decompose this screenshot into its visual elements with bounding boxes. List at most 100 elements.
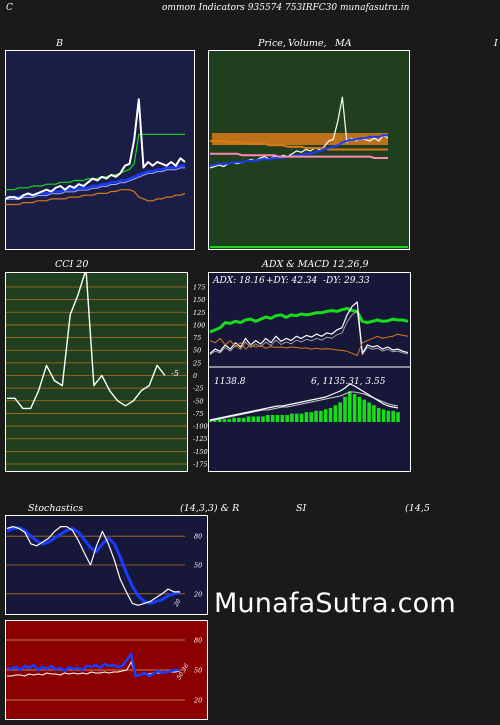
cci-tick-label: 0 <box>193 372 197 380</box>
rsi-tick-label: 80 <box>194 637 202 645</box>
stoch-tick-label: 50 <box>194 562 202 570</box>
stoch-k-line <box>6 526 180 606</box>
macd-histogram-bar <box>256 416 261 422</box>
watermark: MunafaSutra.com <box>214 588 456 619</box>
macd-histogram-bar <box>217 419 222 422</box>
price-title: Price, <box>258 38 286 49</box>
cci-tick-label: 150 <box>193 296 205 304</box>
cci-tick-label: 75 <box>193 334 201 342</box>
price-volume-chart <box>208 50 410 250</box>
adx-macd-title: ADX & MACD 12,26,9 <box>262 259 369 270</box>
cci-tick-label: -50 <box>193 397 203 405</box>
stoch-d-line <box>6 526 181 605</box>
cci-tick-label: -100 <box>193 423 208 431</box>
macd-histogram-bar <box>362 399 367 422</box>
stoch-params: (14,3,3) & R <box>180 503 240 514</box>
stoch-title: Stochastics <box>28 503 84 514</box>
macd-left-label: 1138.8 <box>214 377 246 387</box>
bollinger-chart <box>5 50 195 250</box>
macd-histogram-bar <box>237 417 241 422</box>
macd-histogram-bar <box>328 408 333 422</box>
minus-di-label: -DY: 29.33 <box>323 276 370 286</box>
macd-histogram-bar <box>304 412 309 422</box>
macd-histogram-bar <box>319 410 323 422</box>
macd-histogram-bar <box>391 410 395 422</box>
adx-macd-chart: ADX: 18.16 +DY: 42.34 -DY: 29.33 175 150 1… <box>208 272 411 472</box>
macd-right-label: 6, 1135.31, 3.55 <box>311 377 386 387</box>
stoch-last-value: 20 <box>172 598 182 609</box>
macd-histogram-bar <box>386 410 391 422</box>
macd-histogram-bar <box>232 417 236 422</box>
adx-tick-label: 175 <box>208 285 210 292</box>
adx-plus-di-line <box>209 301 409 355</box>
adx-adx-line <box>209 306 409 334</box>
cci-tick-label: -25 <box>193 385 203 393</box>
adx-tick-label: 100 <box>208 317 210 324</box>
macd-histogram-bar <box>347 391 352 422</box>
cci-tick-label: 100 <box>193 321 205 329</box>
ma-title: MA <box>335 38 352 49</box>
cci-tick-label: 175 <box>193 284 205 292</box>
macd-line <box>209 383 399 421</box>
rsi-tick-label: 50 <box>194 667 202 675</box>
price-ma-pink-line <box>210 152 388 159</box>
macd-histogram-bar <box>357 396 362 422</box>
macd-histogram-bar <box>275 415 280 422</box>
rsi-rsi-white-line <box>7 661 181 677</box>
macd-histogram-bar <box>294 413 299 422</box>
stoch-tick-label: 80 <box>194 533 202 541</box>
page-title: ommon Indicators 935574 753IRFC30 munafa… <box>162 3 410 13</box>
macd-histogram-bar <box>251 416 256 422</box>
macd-signal-line <box>209 391 399 422</box>
bb-lower-line <box>5 189 186 206</box>
cci-tick-label: 125 <box>193 309 205 317</box>
stoch-tick-label: 20 <box>193 590 202 598</box>
adx-tick-label: 150 <box>208 295 210 302</box>
macd-histogram-bar <box>208 420 212 422</box>
adx-tick-label: 125 <box>208 306 210 313</box>
macd-histogram-bar <box>213 420 217 422</box>
macd-histogram-bar <box>270 415 275 422</box>
macd-histogram-bar <box>285 415 289 422</box>
rsi-params: (14,5 <box>405 503 430 514</box>
macd-histogram-bar <box>367 402 371 422</box>
rsi-rsi-line <box>6 652 180 678</box>
volume-title: Volume, <box>288 38 327 49</box>
bb-close-line <box>5 98 186 200</box>
rsi-title: SI <box>296 503 307 514</box>
macd-histogram-bar <box>261 416 265 422</box>
cci-tick-label: -75 <box>193 410 203 418</box>
macd-histogram-bar <box>266 415 270 422</box>
adx-value-label: ADX: 18.16 <box>212 276 265 286</box>
header-left-letter: C <box>6 3 13 13</box>
macd-histogram-bar <box>227 419 232 422</box>
price-ma-orange-line <box>210 140 388 151</box>
cci-last-value: -5 <box>171 369 179 378</box>
macd-histogram-bar <box>343 396 347 422</box>
cci-line <box>7 272 166 410</box>
macd-histogram-bar <box>241 417 246 422</box>
cci-title: CCI 20 <box>55 259 89 270</box>
stochastics-chart: 80 50 20 20 <box>5 515 208 615</box>
macd-histogram-bar <box>352 394 357 422</box>
macd-histogram-bar <box>338 402 342 422</box>
macd-histogram-bar <box>299 413 304 422</box>
macd-histogram-bar <box>372 405 376 422</box>
macd-histogram-bar <box>396 412 400 422</box>
adx-minus-di-line <box>209 333 409 357</box>
macd-histogram-bar <box>280 415 285 422</box>
cci-tick-label: -150 <box>193 448 208 456</box>
bb-title: B <box>56 38 63 49</box>
cci-tick-label: -125 <box>193 435 208 443</box>
macd-histogram-bar <box>333 405 338 422</box>
macd-histogram-bar <box>246 416 251 422</box>
cci-chart: 1751501251007550250-25-50-75-100-125-150… <box>5 272 208 472</box>
macd-histogram-bar <box>222 419 227 422</box>
macd-histogram-bar <box>309 412 314 422</box>
cci-tick-label: 50 <box>193 347 201 355</box>
bb-middle-shadow <box>5 167 185 200</box>
macd-histogram-bar <box>314 410 318 422</box>
rsi-tick-label: 20 <box>193 697 202 705</box>
macd-histogram-bar <box>376 408 381 422</box>
